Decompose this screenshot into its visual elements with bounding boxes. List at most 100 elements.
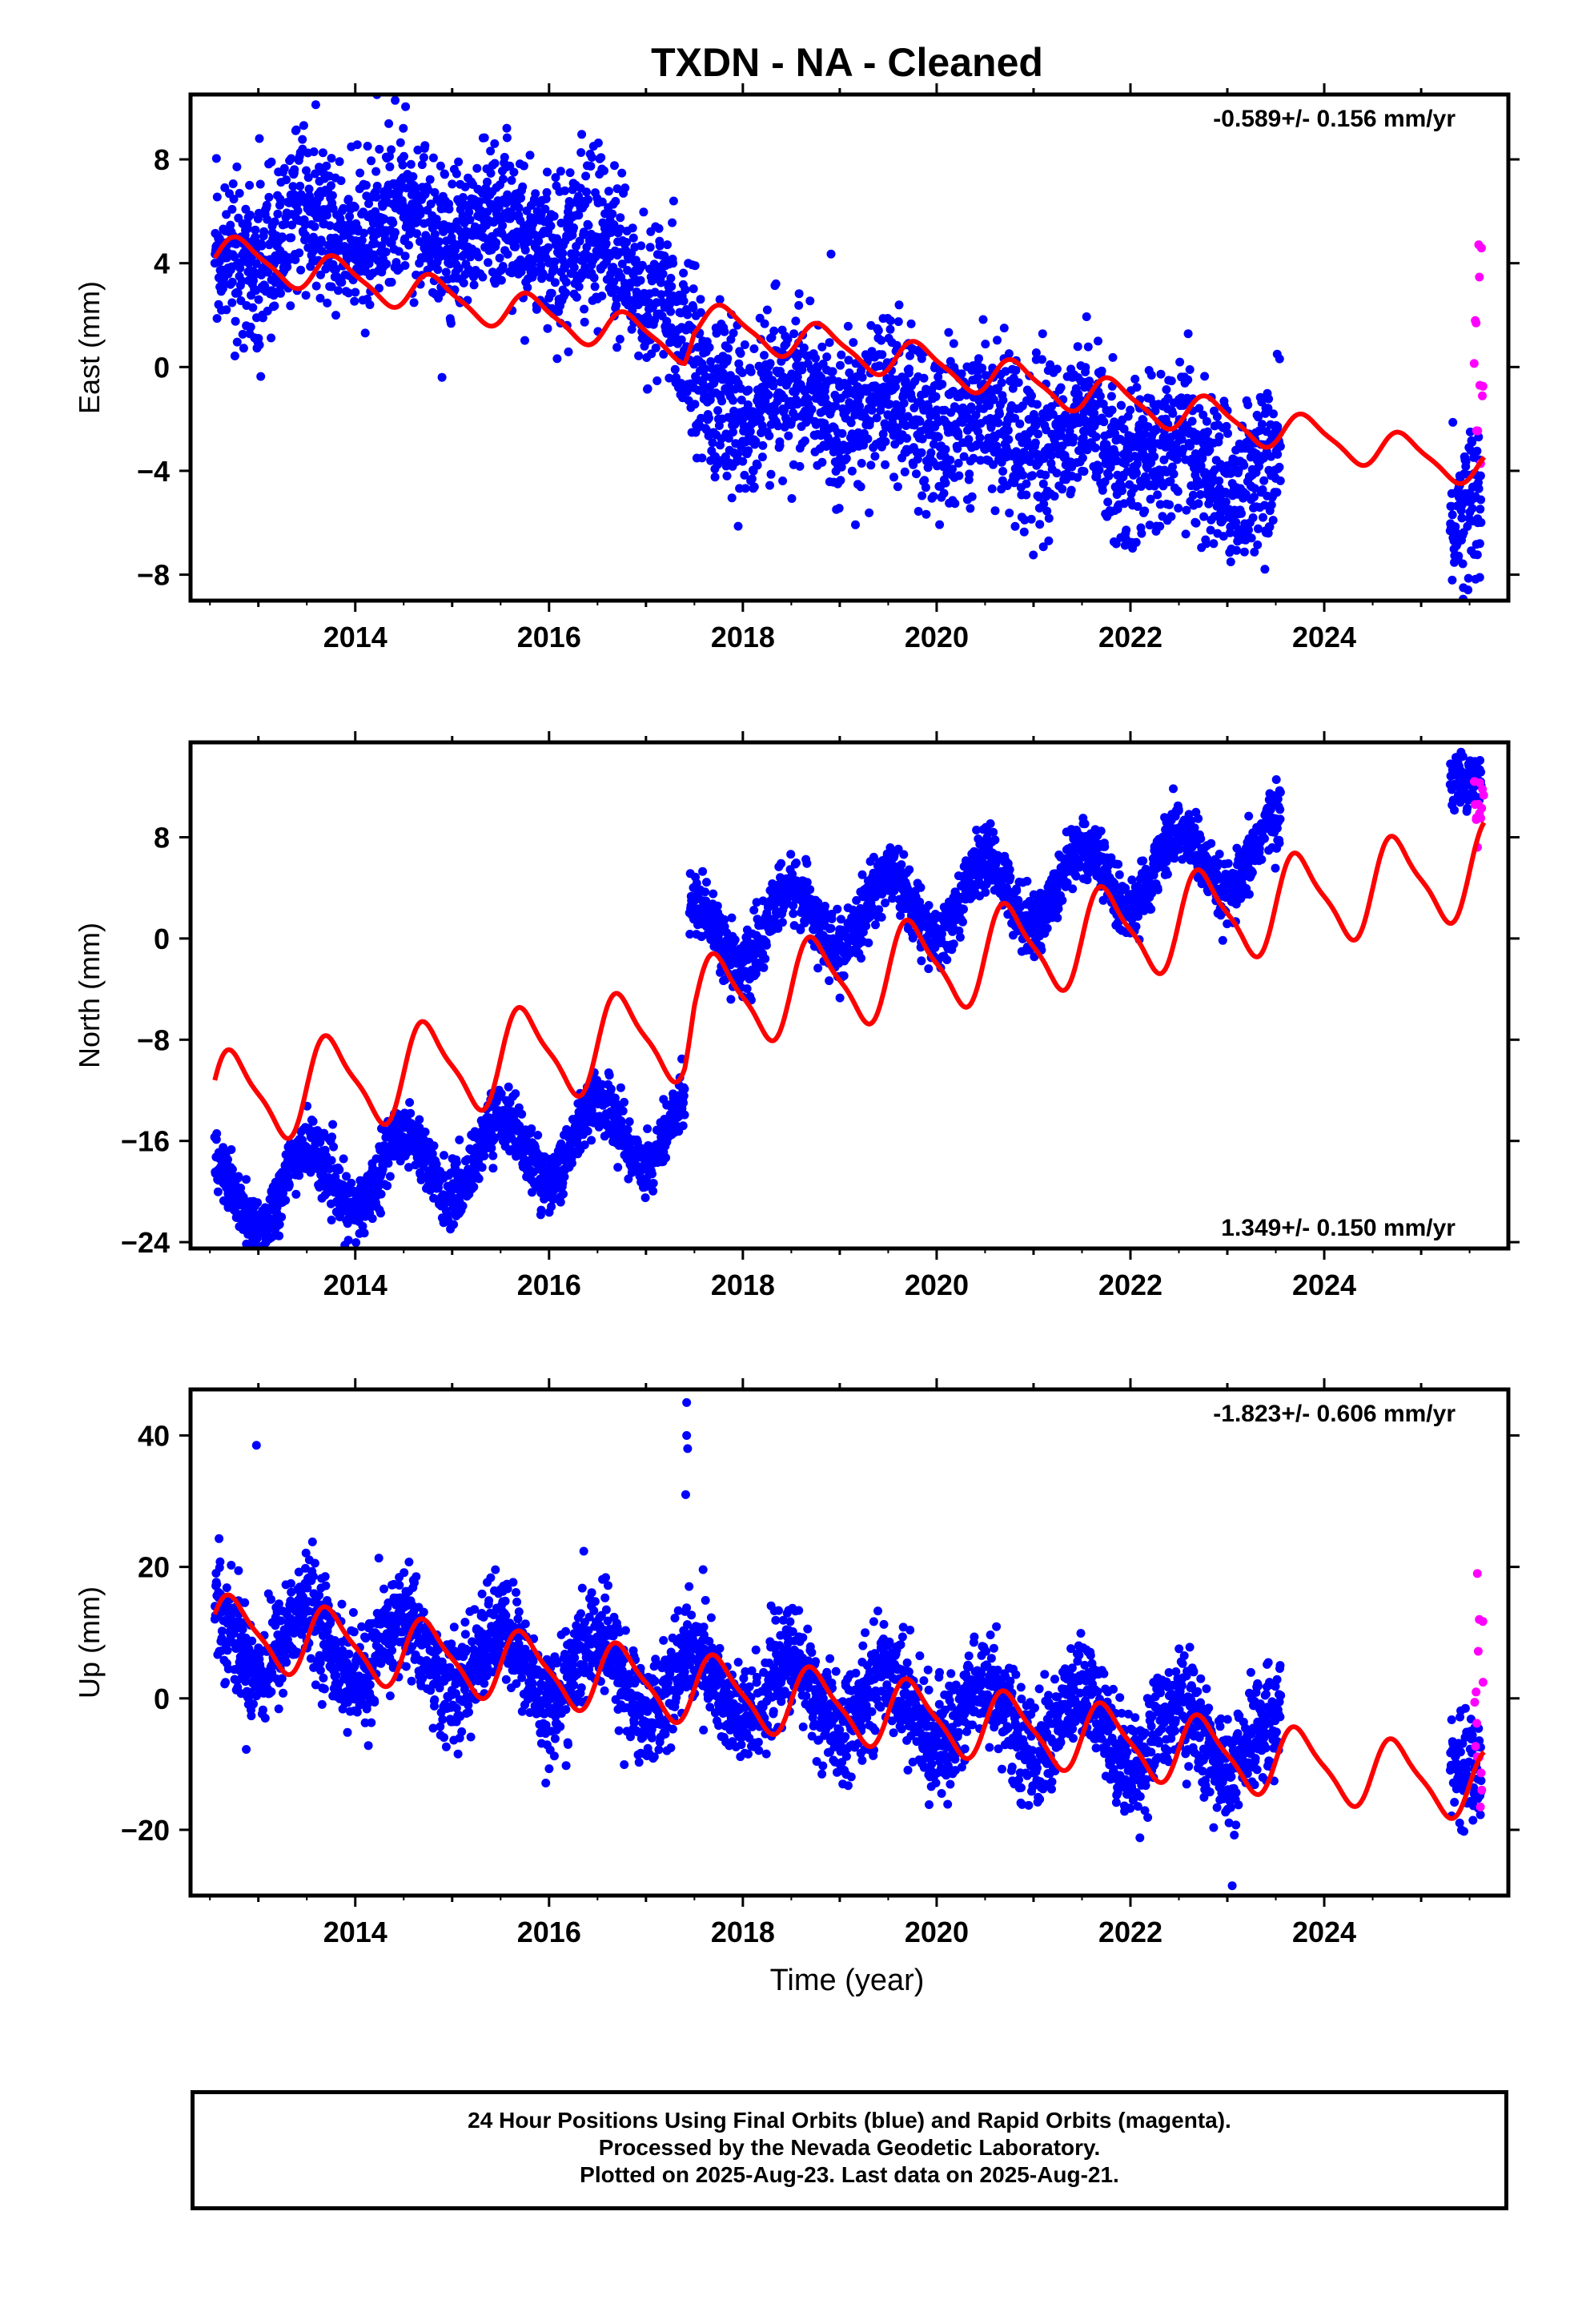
final-orbit-point (651, 344, 661, 352)
final-orbit-point (1073, 342, 1082, 352)
final-orbit-point (416, 206, 426, 215)
final-orbit-point (701, 887, 710, 897)
final-orbit-point (577, 130, 587, 139)
final-orbit-point (765, 480, 774, 490)
y-tick-label: 8 (154, 143, 170, 176)
final-orbit-point (622, 238, 632, 247)
final-orbit-point (327, 282, 336, 292)
final-orbit-point (729, 396, 738, 405)
final-orbit-point (283, 262, 292, 271)
final-orbit-point (1038, 479, 1048, 489)
final-orbit-point (246, 211, 255, 220)
final-orbit-point (1090, 408, 1099, 418)
final-orbit-point (540, 204, 550, 214)
final-orbit-point (826, 249, 836, 259)
final-orbit-point (584, 195, 592, 204)
final-orbit-point (525, 151, 535, 160)
y-tick-label: −4 (137, 455, 170, 488)
final-orbit-point (1083, 342, 1093, 352)
final-orbit-point (669, 259, 678, 268)
final-orbit-point (723, 354, 733, 364)
final-orbit-point (446, 319, 456, 328)
final-orbit-point (568, 1159, 576, 1168)
final-orbit-point (1130, 374, 1140, 384)
final-orbit-point (490, 139, 500, 148)
final-orbit-point (1140, 429, 1150, 439)
final-orbit-point (921, 509, 931, 519)
final-orbit-point (948, 464, 957, 474)
final-orbit-point (995, 409, 1004, 419)
final-orbit-point (502, 133, 512, 143)
x-tick-label: 2016 (517, 621, 581, 653)
final-orbit-point (550, 278, 560, 287)
final-orbit-point (1461, 456, 1471, 466)
final-orbit-point (1046, 451, 1056, 460)
final-orbit-point (1044, 513, 1054, 523)
y-axis-label: East (mm) (73, 281, 106, 414)
final-orbit-point (270, 217, 279, 227)
final-orbit-point (851, 520, 860, 529)
final-orbit-point (1253, 540, 1263, 549)
final-orbit-point (737, 396, 746, 404)
final-orbit-point (957, 369, 966, 379)
final-orbit-point (249, 275, 258, 285)
final-orbit-point (1018, 470, 1028, 480)
final-orbit-point (1219, 532, 1228, 541)
final-orbit-point (383, 1181, 392, 1191)
final-orbit-point (1008, 384, 1018, 393)
final-orbit-point (331, 311, 340, 320)
final-orbit-point (612, 300, 621, 310)
final-orbit-point (1039, 454, 1049, 463)
final-orbit-point (486, 147, 496, 156)
final-orbit-point (1248, 513, 1258, 522)
final-orbit-point (345, 211, 355, 221)
final-orbit-point (576, 148, 586, 157)
final-orbit-point (242, 1239, 251, 1248)
final-orbit-point (681, 285, 690, 295)
final-orbit-point (611, 196, 620, 206)
final-orbit-point (817, 372, 826, 382)
final-orbit-point (1273, 449, 1283, 459)
final-orbit-point (222, 305, 231, 315)
final-orbit-point (762, 305, 772, 315)
final-orbit-point (413, 145, 423, 155)
final-orbit-point (365, 300, 375, 309)
final-orbit-point (756, 414, 765, 424)
final-orbit-point (1200, 372, 1210, 381)
final-orbit-point (1130, 484, 1138, 493)
final-orbit-point (231, 316, 240, 326)
final-orbit-point (696, 308, 705, 317)
final-orbit-point (877, 350, 887, 360)
rapid-orbit-point (1475, 272, 1484, 282)
final-orbit-point (705, 343, 714, 352)
north-panel: 2014 2016 2018 2020 2022 2024−24−16−808North … (73, 731, 1520, 1301)
final-orbit-point (1474, 484, 1484, 493)
final-orbit-point (404, 240, 414, 250)
final-orbit-point (1268, 516, 1278, 525)
final-orbit-point (262, 200, 271, 210)
final-orbit-point (587, 1136, 596, 1145)
final-orbit-point (1223, 428, 1232, 438)
final-orbit-point (917, 434, 927, 444)
final-orbit-point (1038, 355, 1046, 364)
final-orbit-point (1038, 542, 1048, 552)
final-orbit-point (212, 314, 222, 324)
final-orbit-point (465, 215, 475, 224)
final-orbit-point (645, 243, 655, 252)
final-orbit-point (350, 203, 359, 212)
final-orbit-point (690, 400, 700, 409)
final-orbit-point (600, 166, 608, 175)
final-orbit-point (371, 167, 381, 176)
final-orbit-point (1150, 452, 1159, 461)
final-orbit-point (1265, 522, 1275, 532)
final-orbit-point (1183, 329, 1193, 339)
final-orbit-point (359, 1228, 369, 1238)
final-orbit-point (560, 186, 569, 195)
final-orbit-point (771, 279, 781, 288)
final-orbit-point (1458, 559, 1468, 569)
final-orbit-point (385, 151, 394, 161)
final-orbit-point (267, 333, 276, 343)
final-orbit-point (282, 175, 291, 184)
final-orbit-point (1085, 376, 1094, 386)
final-orbit-point (794, 300, 804, 310)
